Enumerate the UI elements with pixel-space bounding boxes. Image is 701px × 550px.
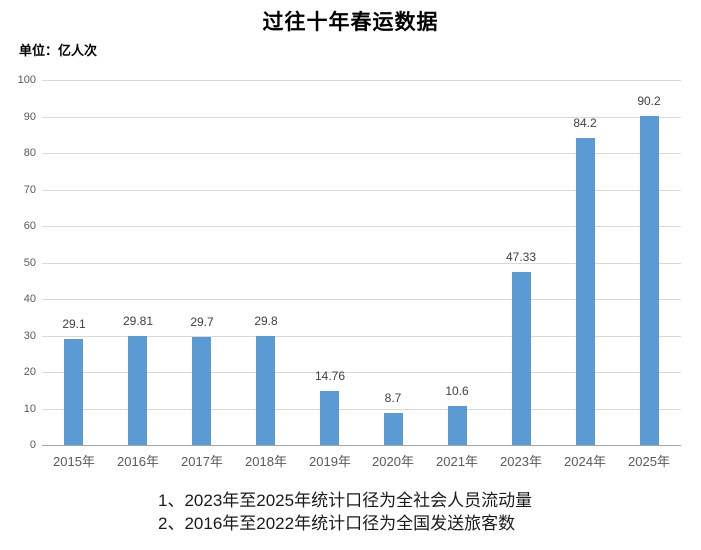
chart-title: 过往十年春运数据 xyxy=(262,10,439,34)
y-axis-tick-label: 100 xyxy=(17,74,36,86)
x-axis-category-label: 2017年 xyxy=(181,454,223,469)
y-axis-tick-label: 80 xyxy=(23,147,36,159)
x-axis-category-label: 2021年 xyxy=(436,454,478,469)
y-axis-tick-label: 50 xyxy=(23,257,36,269)
bar-2015年 xyxy=(64,339,83,445)
x-axis-category-label: 2023年 xyxy=(500,454,542,469)
bar-value-label: 29.81 xyxy=(122,314,154,328)
x-axis-category-label: 2016年 xyxy=(117,454,159,469)
bar-2019年 xyxy=(320,391,339,445)
y-axis-tick-label: 60 xyxy=(23,220,36,232)
gridline xyxy=(42,80,681,81)
gridline xyxy=(42,190,681,191)
bar-2021年 xyxy=(448,406,467,445)
gridline xyxy=(42,409,681,410)
bar-value-label: 8.7 xyxy=(384,391,402,405)
bar-2024年 xyxy=(576,138,595,445)
y-axis-tick-label: 40 xyxy=(23,293,36,305)
x-axis-category-label: 2020年 xyxy=(372,454,414,469)
y-axis-tick-label: 30 xyxy=(23,330,36,342)
y-axis-tick-label: 0 xyxy=(29,439,36,451)
x-axis-category-label: 2019年 xyxy=(309,454,351,469)
gridline xyxy=(42,372,681,373)
footnotes: 1、2023年至2025年统计口径为全社会人员流动量 2、2016年至2022年… xyxy=(158,489,532,535)
bar-2020年 xyxy=(384,413,403,445)
y-axis-tick-label: 20 xyxy=(23,366,36,378)
bar-value-label: 29.7 xyxy=(190,315,214,329)
bar-2018年 xyxy=(256,336,275,445)
unit-label: 单位：亿人次 xyxy=(19,43,98,58)
y-axis-tick-label: 70 xyxy=(23,184,36,196)
gridline xyxy=(42,226,681,227)
gridline xyxy=(42,336,681,337)
bar-value-label: 47.33 xyxy=(505,250,537,264)
x-axis-category-label: 2018年 xyxy=(245,454,287,469)
gridline xyxy=(42,153,681,154)
gridline xyxy=(42,299,681,300)
footnote-line-2: 2、2016年至2022年统计口径为全国发送旅客数 xyxy=(158,514,516,533)
bar-2016年 xyxy=(128,336,147,445)
bar-2017年 xyxy=(192,337,211,445)
bar-value-label: 84.2 xyxy=(573,116,597,130)
gridline xyxy=(42,263,681,264)
x-axis-category-label: 2025年 xyxy=(628,454,670,469)
bar-value-label: 10.6 xyxy=(445,384,469,398)
bar-2023年 xyxy=(512,272,531,445)
gridline xyxy=(42,117,681,118)
bar-value-label: 14.76 xyxy=(314,369,346,383)
y-axis-tick-label: 90 xyxy=(23,111,36,123)
footnote-line-1: 1、2023年至2025年统计口径为全社会人员流动量 xyxy=(158,491,533,510)
bar-value-label: 29.1 xyxy=(62,317,86,331)
x-axis-line xyxy=(42,445,681,446)
bar-value-label: 90.2 xyxy=(637,94,661,108)
bar-2025年 xyxy=(640,116,659,445)
x-axis-category-label: 2024年 xyxy=(564,454,606,469)
bar-value-label: 29.8 xyxy=(254,314,278,328)
y-axis-tick-label: 10 xyxy=(23,403,36,415)
x-axis-category-label: 2015年 xyxy=(53,454,95,469)
